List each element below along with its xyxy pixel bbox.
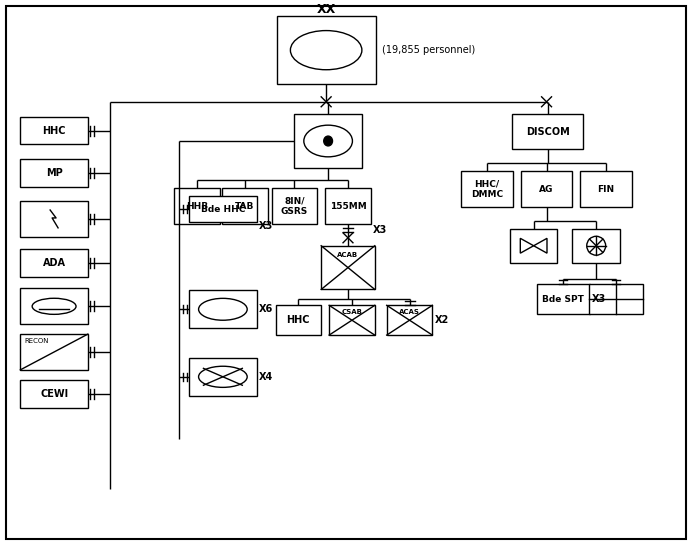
Text: X3: X3 (259, 221, 273, 231)
Text: CSAB: CSAB (342, 309, 363, 315)
Text: ACAB: ACAB (338, 252, 358, 258)
Text: FIN: FIN (598, 184, 614, 194)
Text: (19,855 personnel): (19,855 personnel) (382, 45, 475, 55)
Text: 8IN/
GSRS: 8IN/ GSRS (281, 196, 308, 216)
Text: RECON: RECON (24, 338, 49, 344)
Text: X3: X3 (592, 294, 606, 304)
Bar (294, 114, 362, 168)
Bar (387, 305, 432, 335)
Ellipse shape (199, 298, 247, 320)
Text: AG: AG (539, 184, 554, 194)
Text: X3: X3 (373, 225, 387, 235)
Text: ACAS: ACAS (399, 309, 420, 315)
Text: 155MM: 155MM (329, 201, 366, 211)
Bar (189, 358, 257, 395)
Ellipse shape (304, 125, 352, 157)
Bar (20, 249, 88, 276)
Text: HHC: HHC (286, 315, 310, 325)
Ellipse shape (199, 366, 247, 387)
Bar (20, 201, 88, 237)
Bar (20, 380, 88, 407)
Text: Bde SPT: Bde SPT (543, 295, 584, 304)
Bar (275, 305, 321, 335)
Bar (189, 196, 257, 222)
Bar (581, 171, 632, 207)
Bar (222, 188, 268, 224)
Text: HHB: HHB (186, 201, 208, 211)
Text: DISCOM: DISCOM (526, 127, 570, 137)
Bar (329, 305, 375, 335)
Bar (321, 246, 375, 289)
Bar (325, 188, 371, 224)
Bar (521, 171, 572, 207)
Bar (461, 171, 513, 207)
Text: Bde HHC: Bde HHC (201, 205, 245, 213)
Bar (572, 229, 620, 263)
Text: X4: X4 (259, 372, 273, 382)
Text: X2: X2 (435, 315, 448, 325)
Ellipse shape (291, 30, 362, 70)
Bar (20, 159, 88, 187)
Text: X6: X6 (259, 304, 273, 314)
Bar (512, 114, 583, 150)
Bar (20, 288, 88, 324)
Bar (189, 290, 257, 328)
Bar (590, 285, 643, 314)
Bar (277, 16, 376, 84)
Text: HHC/
DMMC: HHC/ DMMC (471, 180, 503, 199)
Text: TAB: TAB (235, 201, 255, 211)
Bar (536, 285, 590, 314)
Text: CEWI: CEWI (40, 388, 69, 399)
Bar (20, 116, 88, 145)
Text: XX: XX (316, 3, 336, 16)
Bar (174, 188, 220, 224)
Text: MP: MP (46, 168, 62, 178)
Bar (510, 229, 558, 263)
Bar (271, 188, 317, 224)
Ellipse shape (32, 298, 76, 314)
Ellipse shape (324, 136, 333, 146)
Ellipse shape (587, 236, 606, 255)
Bar (20, 334, 88, 370)
Text: HHC: HHC (42, 126, 66, 135)
Text: ADA: ADA (43, 258, 66, 268)
